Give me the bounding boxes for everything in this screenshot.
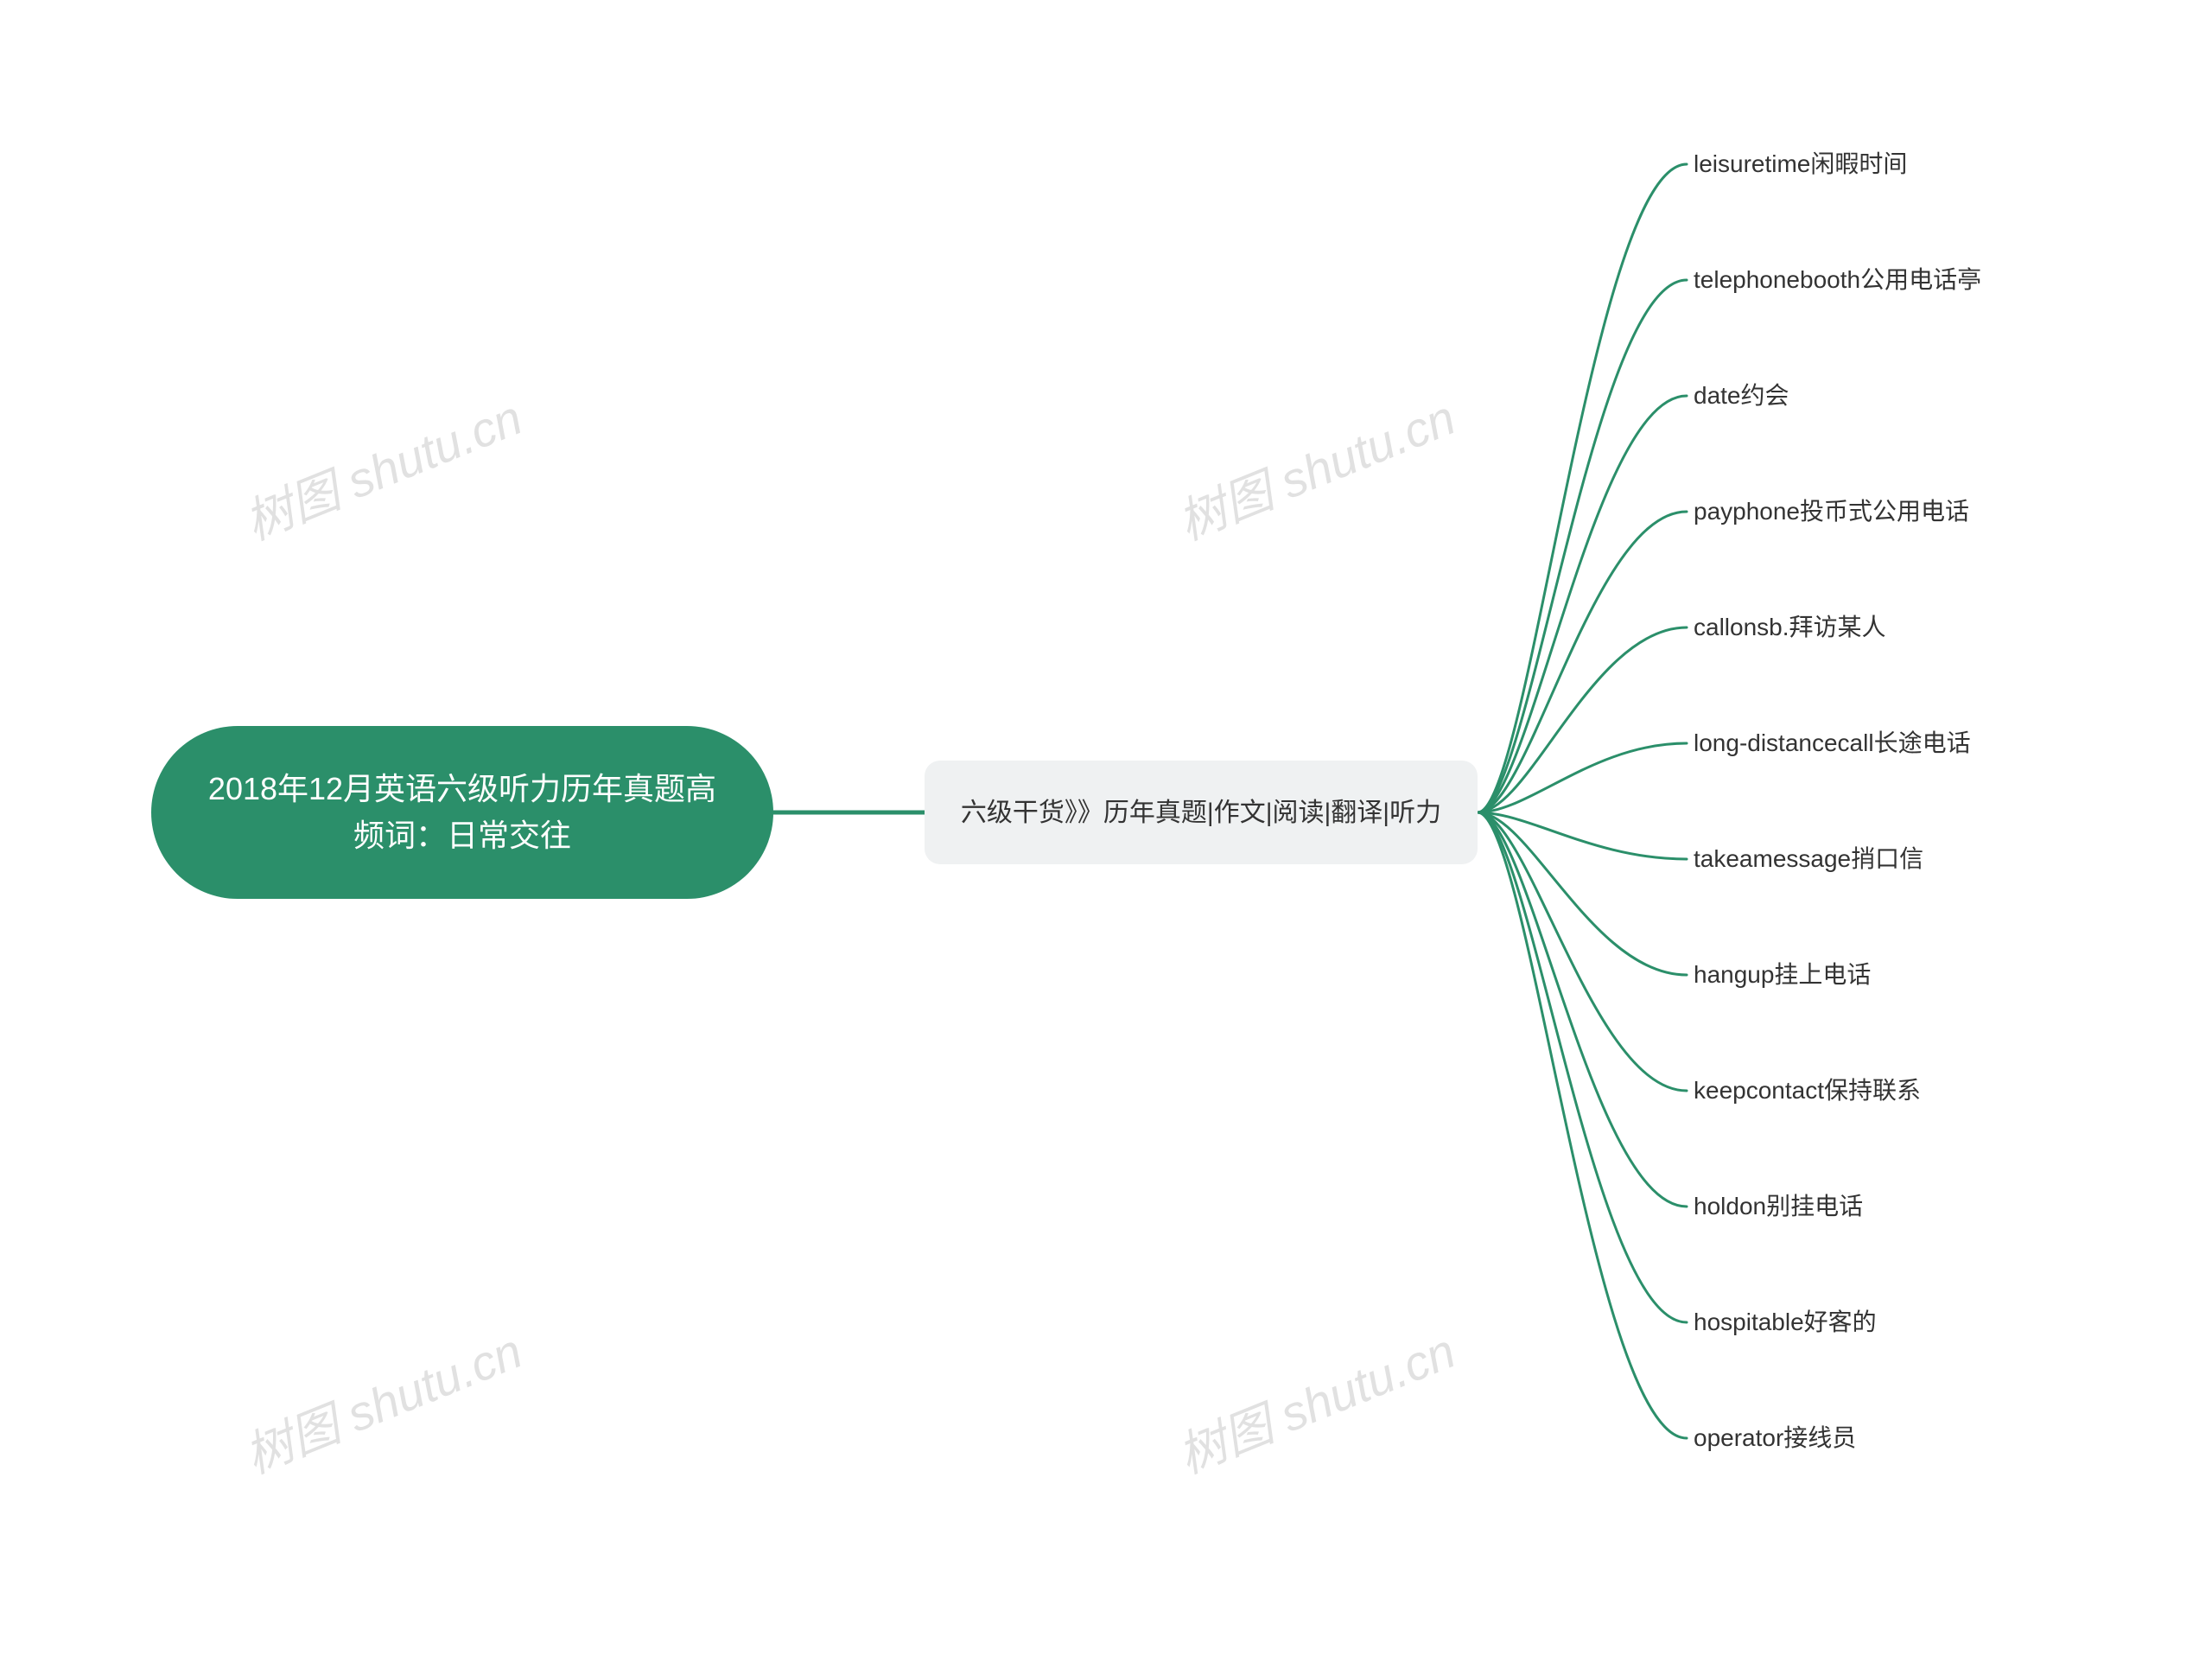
root-node[interactable]: 2018年12月英语六级听力历年真题高频词：日常交往	[151, 726, 773, 899]
leaf-node[interactable]: keepcontact保持联系	[1694, 1073, 1921, 1107]
leaf-node[interactable]: hangup挂上电话	[1694, 958, 1871, 991]
leaf-node[interactable]: date约会	[1694, 379, 1789, 412]
sub-node[interactable]: 六级干货》》历年真题|作文|阅读|翻译|听力	[925, 761, 1478, 864]
leaf-label: leisuretime闲暇时间	[1694, 147, 1907, 181]
leaf-label: holdon别挂电话	[1694, 1189, 1863, 1223]
leaf-label: date约会	[1694, 379, 1789, 412]
leaf-label: operator接线员	[1694, 1421, 1856, 1455]
watermark: 树图 shutu.cn	[233, 379, 531, 554]
mindmap-canvas: 树图 shutu.cn 树图 shutu.cn 树图 shutu.cn 树图 s…	[0, 0, 2212, 1662]
leaf-label: hospitable好客的	[1694, 1305, 1877, 1339]
leaf-label: takeamessage捎口信	[1694, 842, 1923, 876]
leaf-label: hangup挂上电话	[1694, 958, 1871, 991]
leaf-node[interactable]: callonsb.拜访某人	[1694, 610, 1886, 644]
leaf-node[interactable]: long-distancecall长途电话	[1694, 726, 1971, 760]
leaf-node[interactable]: hospitable好客的	[1694, 1305, 1877, 1339]
watermark: 树图 shutu.cn	[1166, 379, 1465, 554]
leaf-label: callonsb.拜访某人	[1694, 610, 1886, 644]
leaf-node[interactable]: payphone投币式公用电话	[1694, 494, 1969, 528]
root-label: 2018年12月英语六级听力历年真题高频词：日常交往	[193, 766, 732, 859]
leaf-node[interactable]: leisuretime闲暇时间	[1694, 147, 1907, 181]
watermark: 树图 shutu.cn	[233, 1313, 531, 1487]
watermark: 树图 shutu.cn	[1166, 1313, 1465, 1487]
leaf-label: payphone投币式公用电话	[1694, 494, 1969, 528]
leaf-label: keepcontact保持联系	[1694, 1073, 1921, 1107]
leaf-node[interactable]: telephonebooth公用电话亭	[1694, 263, 1981, 296]
leaf-label: telephonebooth公用电话亭	[1694, 263, 1981, 296]
leaf-label: long-distancecall长途电话	[1694, 726, 1971, 760]
leaf-node[interactable]: operator接线员	[1694, 1421, 1856, 1455]
sub-label: 六级干货》》历年真题|作文|阅读|翻译|听力	[961, 793, 1441, 832]
leaf-node[interactable]: holdon别挂电话	[1694, 1189, 1863, 1223]
leaf-node[interactable]: takeamessage捎口信	[1694, 842, 1923, 876]
